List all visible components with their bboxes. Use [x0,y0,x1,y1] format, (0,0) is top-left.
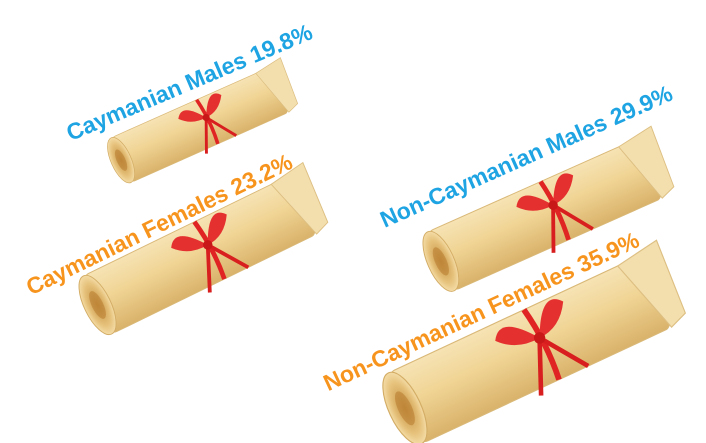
page: Caymanian Males 19.8% Caymanian Females … [0,0,706,443]
infographic: Caymanian Males 19.8% Caymanian Females … [0,0,706,443]
